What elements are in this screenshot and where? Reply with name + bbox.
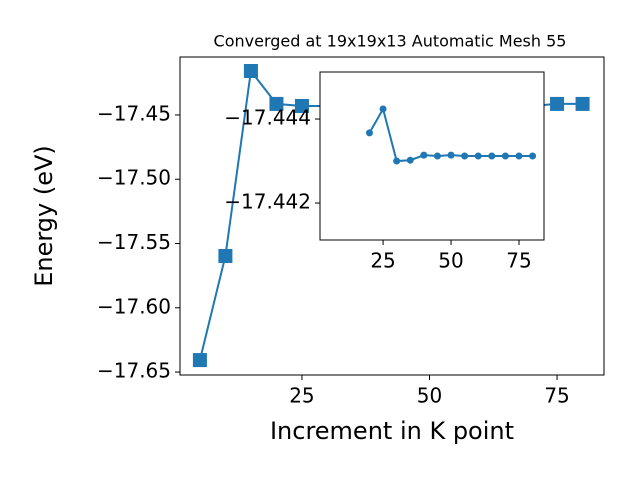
x-tick-label: 25 xyxy=(289,384,314,408)
marker xyxy=(218,248,233,263)
marker xyxy=(243,64,258,79)
marker xyxy=(365,129,373,137)
y-tick-label: −17.65 xyxy=(97,359,171,383)
marker xyxy=(393,157,401,165)
marker xyxy=(269,96,284,111)
marker xyxy=(379,105,387,113)
x-tick-label: 50 xyxy=(438,249,463,273)
marker xyxy=(474,152,482,160)
marker xyxy=(488,152,496,160)
marker xyxy=(501,152,509,160)
x-tick-label: 75 xyxy=(506,249,531,273)
x-axis-label: Increment in K point xyxy=(270,417,514,445)
marker xyxy=(575,96,590,111)
y-tick-label: −17.45 xyxy=(97,101,171,125)
axes-frame xyxy=(179,56,605,376)
marker xyxy=(461,152,469,160)
marker xyxy=(192,353,207,368)
y-tick-label: −17.50 xyxy=(97,166,171,190)
x-tick-label: 25 xyxy=(370,249,395,273)
x-tick-label: 50 xyxy=(417,384,442,408)
y-tick-label: −17.55 xyxy=(97,230,171,254)
marker xyxy=(420,151,428,159)
marker xyxy=(529,152,537,160)
marker xyxy=(433,152,441,160)
y-tick-label: −17.442 xyxy=(224,190,311,214)
y-tick-label: −17.60 xyxy=(97,294,171,318)
marker xyxy=(447,151,455,159)
y-axis-label: Energy (eV) xyxy=(30,145,58,287)
chart-title: Converged at 19x19x13 Automatic Mesh 55 xyxy=(214,32,567,51)
marker xyxy=(406,156,414,164)
marker xyxy=(550,96,565,111)
marker xyxy=(294,98,309,113)
axes-frame xyxy=(319,71,545,241)
series xyxy=(365,105,537,165)
y-tick-label: −17.444 xyxy=(224,106,311,130)
x-tick-label: 75 xyxy=(544,384,569,408)
marker xyxy=(515,152,523,160)
